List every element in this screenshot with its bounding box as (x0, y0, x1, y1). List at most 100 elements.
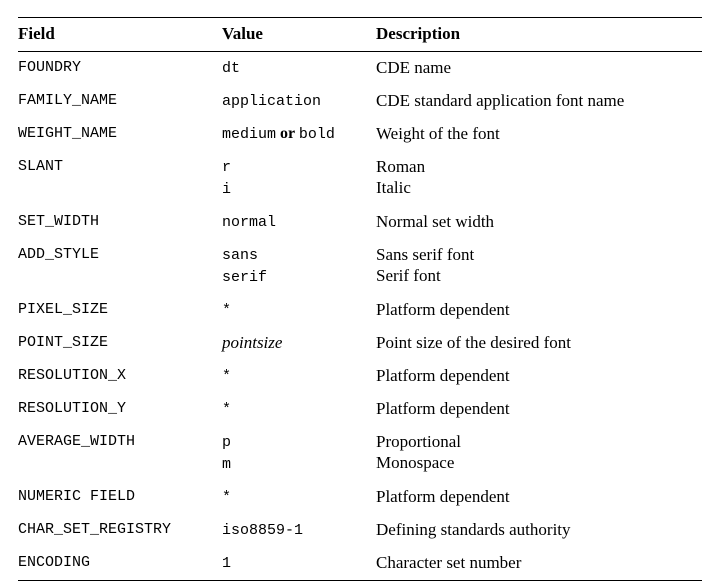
field-cell: PIXEL_SIZE (18, 301, 109, 318)
description-line: Normal set width (376, 212, 495, 231)
value-cell: iso8859-1 (222, 514, 376, 547)
value-cell: pointsize (222, 327, 376, 360)
value-segment: r (222, 159, 232, 176)
value-cell: medium or bold (222, 118, 376, 151)
value-line: * (222, 299, 376, 321)
description-cell: CDE name (376, 52, 702, 86)
field-cell: WEIGHT_NAME (18, 125, 118, 142)
value-line: normal (222, 211, 376, 233)
description-line: Platform dependent (376, 399, 510, 418)
description-line: CDE name (376, 58, 452, 77)
field-cell: ENCODING (18, 554, 91, 571)
description-line: Platform dependent (376, 487, 510, 506)
table-row: SLANT r i Roman Italic (18, 151, 702, 206)
description-cell: Weight of the font (376, 118, 702, 151)
value-line: application (222, 90, 376, 112)
value-line: iso8859-1 (222, 519, 376, 541)
description-line: Weight of the font (376, 124, 500, 143)
description-cell: Proportional Monospace (376, 426, 702, 481)
value-segment: pointsize (222, 333, 283, 352)
column-header-value: Value (222, 17, 376, 52)
value-segment: m (222, 456, 232, 473)
field-cell: FOUNDRY (18, 59, 82, 76)
description-cell: Sans serif font Serif font (376, 239, 702, 294)
table-row: NUMERIC FIELD * Platform dependent (18, 481, 702, 514)
field-cell: FAMILY_NAME (18, 92, 118, 109)
description-cell: Platform dependent (376, 294, 702, 327)
font-fields-table: Field Value Description FOUNDRY dt CDE nam… (18, 17, 702, 581)
value-line: m (222, 453, 376, 475)
value-line: * (222, 486, 376, 508)
table-row: SET_WIDTH normal Normal set width (18, 206, 702, 239)
value-segment: bold (298, 126, 335, 143)
field-cell: AVERAGE_WIDTH (18, 433, 136, 450)
value-cell: sans serif (222, 239, 376, 294)
value-line: * (222, 398, 376, 420)
value-cell: 1 (222, 547, 376, 581)
table-row: POINT_SIZE pointsize Point size of the des… (18, 327, 702, 360)
value-segment: p (222, 434, 232, 451)
table-row: FOUNDRY dt CDE name (18, 52, 702, 86)
field-cell: NUMERIC FIELD (18, 488, 136, 505)
description-cell: Point size of the desired font (376, 327, 702, 360)
table-row: PIXEL_SIZE * Platform dependent (18, 294, 702, 327)
value-segment: serif (222, 269, 268, 286)
value-line: serif (222, 266, 376, 288)
description-line: Platform dependent (376, 300, 510, 319)
value-line: medium or bold (222, 123, 376, 145)
table-header-row: Field Value Description (18, 17, 702, 52)
description-line: Roman (376, 157, 426, 176)
value-segment: dt (222, 60, 241, 77)
value-segment: iso8859-1 (222, 522, 304, 539)
table-row: RESOLUTION_X * Platform dependent (18, 360, 702, 393)
value-segment: * (222, 368, 232, 385)
value-segment: 1 (222, 555, 232, 572)
table-row: ADD_STYLE sans serif Sans serif font Serif f… (18, 239, 702, 294)
column-header-field: Field (18, 17, 222, 52)
description-cell: CDE standard application font name (376, 85, 702, 118)
description-line: Platform dependent (376, 366, 510, 385)
value-segment: * (222, 401, 232, 418)
value-cell: * (222, 481, 376, 514)
description-line: Proportional (376, 432, 461, 451)
value-cell: normal (222, 206, 376, 239)
value-segment: sans (222, 247, 259, 264)
value-line: pointsize (222, 332, 376, 354)
value-segment: * (222, 489, 232, 506)
column-header-description: Description (376, 17, 702, 52)
field-cell: ADD_STYLE (18, 246, 100, 263)
value-cell: * (222, 294, 376, 327)
value-cell: * (222, 360, 376, 393)
description-line: Monospace (376, 453, 455, 472)
table-body: FOUNDRY dt CDE name FAMILY_NAME application C… (18, 52, 702, 581)
description-cell: Platform dependent (376, 481, 702, 514)
description-line: Italic (376, 178, 411, 197)
description-cell: Defining standards authority (376, 514, 702, 547)
description-cell: Platform dependent (376, 393, 702, 426)
value-segment: normal (222, 214, 277, 231)
value-cell: * (222, 393, 376, 426)
value-line: i (222, 178, 376, 200)
field-cell: CHAR_SET_REGISTRY (18, 521, 172, 538)
description-cell: Platform dependent (376, 360, 702, 393)
description-line: Serif font (376, 266, 441, 285)
value-segment: i (222, 181, 232, 198)
description-line: Character set number (376, 553, 522, 572)
value-line: r (222, 156, 376, 178)
value-segment: application (222, 93, 322, 110)
value-line: sans (222, 244, 376, 266)
field-cell: RESOLUTION_X (18, 367, 127, 384)
value-cell: application (222, 85, 376, 118)
table-row: CHAR_SET_REGISTRY iso8859-1 Defining stand… (18, 514, 702, 547)
description-cell: Character set number (376, 547, 702, 581)
description-line: CDE standard application font name (376, 91, 625, 110)
field-cell: SET_WIDTH (18, 213, 100, 230)
description-line: Sans serif font (376, 245, 475, 264)
description-line: Defining standards authority (376, 520, 571, 539)
value-line: dt (222, 57, 376, 79)
table-row: RESOLUTION_Y * Platform dependent (18, 393, 702, 426)
table-row: FAMILY_NAME application CDE standard appli… (18, 85, 702, 118)
